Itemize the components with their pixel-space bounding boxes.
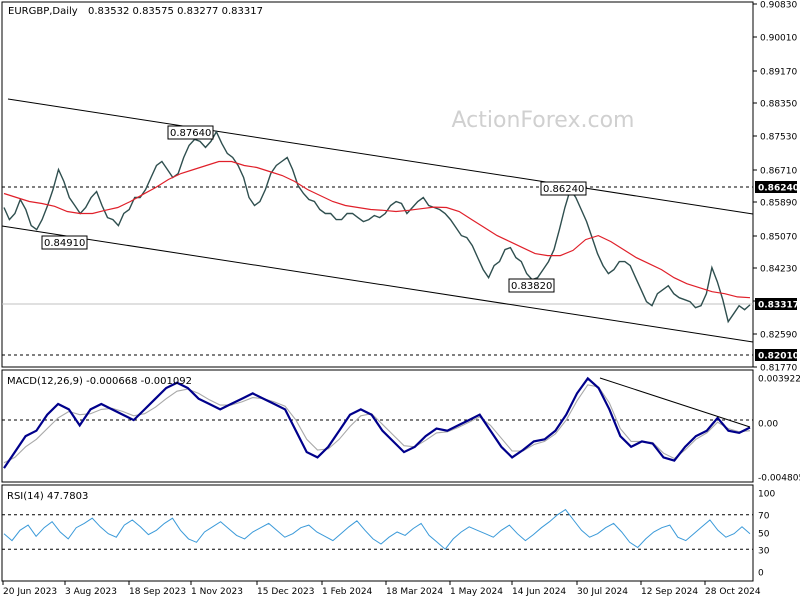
price-ytick-label: 0.87530 bbox=[760, 133, 797, 143]
xtick-label: 28 Oct 2024 bbox=[705, 587, 761, 597]
rsi-ytick-label: 100 bbox=[758, 490, 775, 500]
macd-ytick-label: 0.00 bbox=[758, 420, 778, 430]
price-ytick-label: 0.85890 bbox=[760, 199, 797, 209]
annotation-low-2: 0.83820 bbox=[508, 278, 555, 293]
annotation-high-1-label: 0.87640 bbox=[170, 128, 211, 139]
rsi-title: RSI(14) 47.7803 bbox=[7, 491, 88, 502]
xtick-label: 1 Feb 2024 bbox=[322, 587, 373, 597]
price-layer bbox=[3, 130, 751, 324]
rsi-ytick-label: 70 bbox=[758, 512, 770, 522]
price-ytick-label: 0.82590 bbox=[760, 331, 797, 341]
rsi-ytick-label: 0 bbox=[758, 569, 764, 579]
xtick-label: 1 May 2024 bbox=[450, 587, 503, 597]
xtick-label: 12 Sep 2024 bbox=[641, 587, 698, 597]
macd-panel-frame bbox=[1, 369, 754, 483]
rsi-ytick-label: 50 bbox=[758, 530, 770, 540]
price-panel-frame bbox=[1, 1, 754, 368]
xtick-label: 3 Aug 2023 bbox=[65, 587, 117, 597]
channel-upper-line bbox=[7, 98, 754, 215]
macd-layer bbox=[2, 376, 753, 469]
annotation-low-1-label: 0.84910 bbox=[44, 238, 85, 249]
level-label-box bbox=[755, 349, 797, 361]
price-series-line bbox=[3, 130, 751, 324]
price-ytick-label: 0.85070 bbox=[760, 233, 797, 243]
annotation-low-1: 0.84910 bbox=[41, 235, 88, 250]
price-ytick-label: 0.86710 bbox=[760, 167, 797, 177]
xtick-label: 18 Sep 2023 bbox=[129, 587, 186, 597]
xtick-label: 1 Nov 2023 bbox=[191, 587, 243, 597]
annotation-high-2-label: 0.86240 bbox=[543, 184, 584, 195]
level-label-box bbox=[755, 298, 797, 310]
annotation-high-1: 0.87640 bbox=[167, 125, 214, 140]
chart-symbol: EURGBP,Daily bbox=[8, 6, 78, 17]
price-ytick-label: 0.81770 bbox=[760, 364, 797, 374]
macd-ytick-label: -0.004805 bbox=[758, 474, 800, 484]
level-label-box bbox=[755, 181, 797, 193]
rsi-series-line bbox=[3, 508, 751, 550]
signal-series-line bbox=[3, 384, 751, 464]
price-ytick-label: 0.89170 bbox=[760, 68, 797, 78]
macd-ytick-label: 0.003922 bbox=[758, 375, 800, 385]
level-label: 0.86240 bbox=[758, 184, 799, 194]
xtick-label: 18 Mar 2024 bbox=[386, 587, 443, 597]
level-label: 0.82010 bbox=[758, 352, 799, 362]
watermark: ActionForex.com bbox=[452, 108, 635, 133]
macd-trendline bbox=[599, 377, 751, 428]
rsi-panel-frame bbox=[1, 484, 754, 582]
price-ytick-label: 0.90830 bbox=[760, 1, 797, 11]
price-ytick-label: 0.90010 bbox=[760, 34, 797, 44]
annotation-low-2-label: 0.83820 bbox=[511, 281, 552, 292]
annotation-high-2: 0.86240 bbox=[540, 181, 587, 196]
ma-series-line bbox=[3, 160, 751, 299]
macd-title: MACD(12,26,9) -0.000668 -0.001092 bbox=[7, 376, 192, 387]
rsi-layer bbox=[2, 508, 753, 550]
rsi-ytick-label: 30 bbox=[758, 547, 770, 557]
level-label: 0.83317 bbox=[758, 301, 799, 311]
xtick-label: 30 Jul 2024 bbox=[577, 587, 628, 597]
price-ytick-label: 0.88350 bbox=[760, 100, 797, 110]
xtick-label: 14 Jun 2024 bbox=[512, 587, 566, 597]
channel-lower-line bbox=[1, 225, 754, 343]
price-ytick-label: 0.84230 bbox=[760, 265, 797, 275]
xtick-label: 20 Jun 2023 bbox=[3, 587, 57, 597]
xtick-label: 15 Dec 2023 bbox=[257, 587, 315, 597]
chart-ohlc: 0.83532 0.83575 0.83277 0.83317 bbox=[88, 6, 263, 17]
macd-series-line bbox=[3, 376, 751, 469]
